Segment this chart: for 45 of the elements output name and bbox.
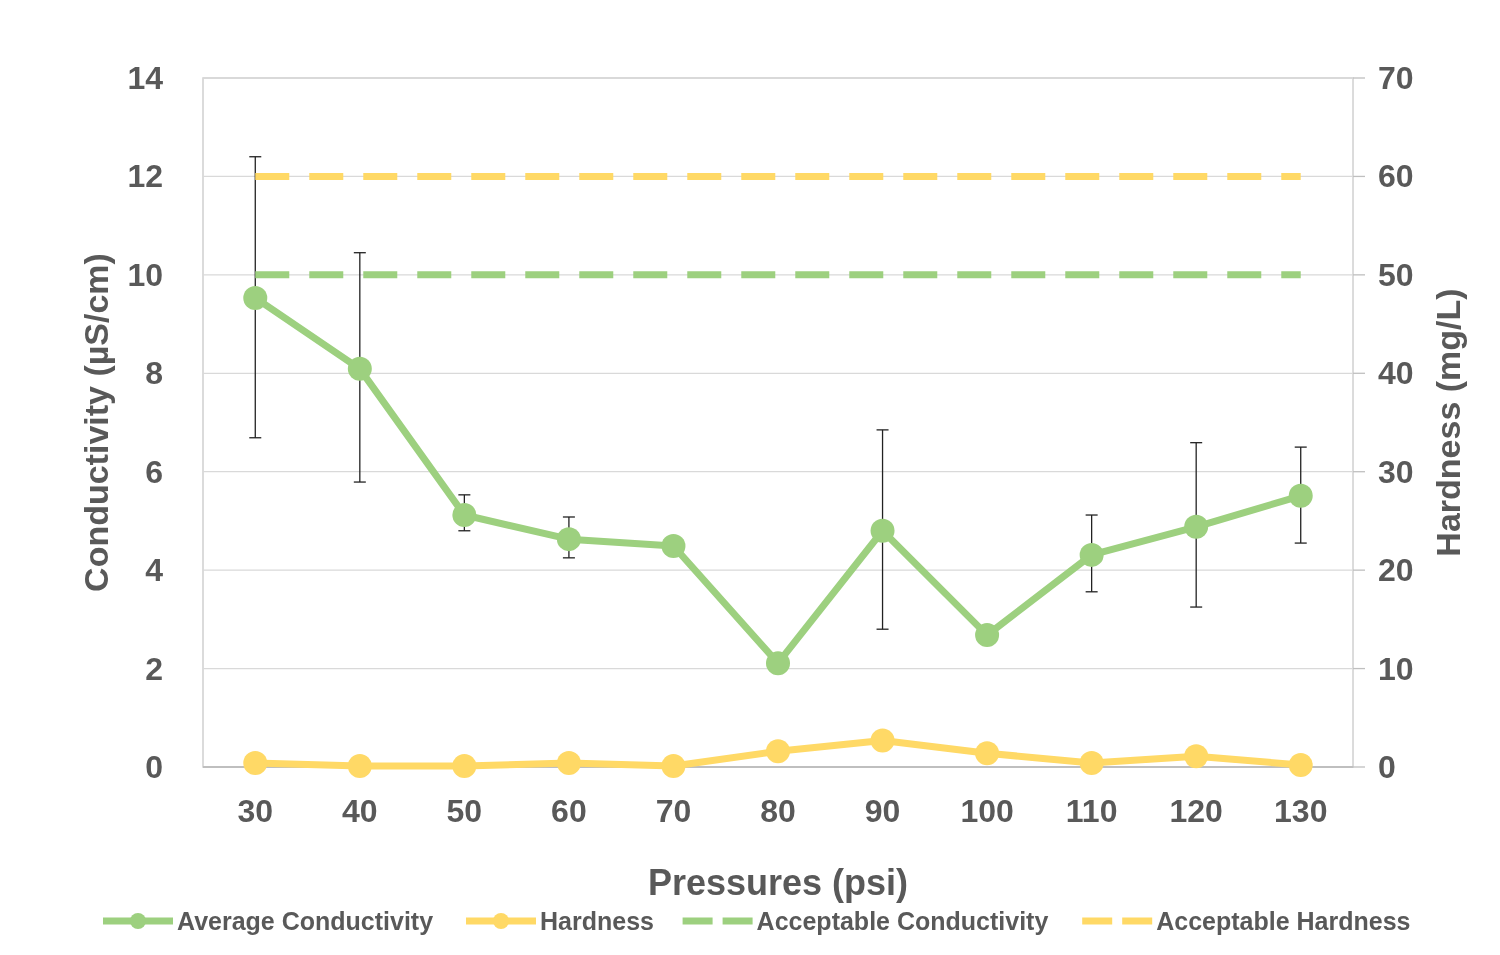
y-tick-label: 4 (145, 552, 164, 589)
x-tick-label: 80 (760, 793, 796, 829)
y-tick-label: 10 (127, 256, 163, 293)
y-tick-label: 0 (145, 749, 163, 785)
x-tick-label: 60 (551, 793, 587, 829)
legend-label: Average Conductivity (177, 907, 434, 935)
x-tick-label: 70 (655, 793, 692, 829)
y2-tick-label: 10 (1378, 650, 1414, 687)
y2-tick-label: 30 (1378, 453, 1414, 490)
y2-tick-label: 70 (1378, 60, 1414, 96)
y2-tick-label: 50 (1378, 256, 1414, 293)
x-axis-title: Pressures (psi) (647, 862, 909, 903)
point (975, 623, 1000, 648)
x-tick-label: 50 (446, 793, 483, 829)
y2-tick-label: 0 (1378, 749, 1396, 785)
point (556, 527, 581, 552)
y-tick-label: 6 (145, 453, 163, 490)
y2-tick-label: 40 (1378, 355, 1414, 392)
point (766, 651, 790, 676)
x-tick-label: 90 (864, 793, 901, 829)
y-tick-label: 14 (127, 60, 164, 96)
legend-label: Hardness (540, 907, 654, 935)
x-tick-label: 40 (342, 793, 378, 829)
y2-tick-label: 20 (1378, 552, 1414, 589)
point (870, 518, 895, 543)
point (661, 534, 686, 559)
y2-tick-label: 60 (1378, 158, 1414, 195)
point (1288, 483, 1313, 508)
point (1184, 514, 1209, 539)
legend-label: Acceptable Conductivity (756, 907, 1049, 935)
point (347, 356, 372, 381)
point (1079, 542, 1104, 567)
y-tick-label: 2 (145, 650, 163, 687)
x-tick-label: 110 (1065, 793, 1118, 829)
x-tick-label: 30 (237, 793, 274, 829)
legend-label: Acceptable Hardness (1156, 907, 1411, 935)
x-tick-label: 130 (1274, 793, 1328, 829)
point (452, 503, 477, 528)
x-tick-label: 100 (960, 793, 1014, 829)
x-tick-label: 120 (1169, 793, 1223, 829)
y2-axis-title: Hardness (mg/L) (1429, 288, 1467, 557)
y-tick-label: 8 (145, 355, 163, 392)
y-axis-title: Conductivity (µS/cm) (77, 253, 115, 592)
point (243, 285, 268, 310)
y-tick-label: 12 (127, 158, 163, 195)
